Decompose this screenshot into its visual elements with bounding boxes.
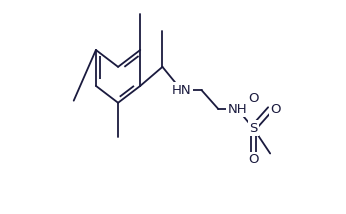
Text: O: O	[270, 103, 281, 116]
Text: S: S	[249, 122, 257, 135]
Text: HN: HN	[172, 84, 191, 97]
Text: O: O	[248, 92, 258, 105]
Text: O: O	[248, 153, 258, 166]
Text: NH: NH	[228, 103, 247, 116]
